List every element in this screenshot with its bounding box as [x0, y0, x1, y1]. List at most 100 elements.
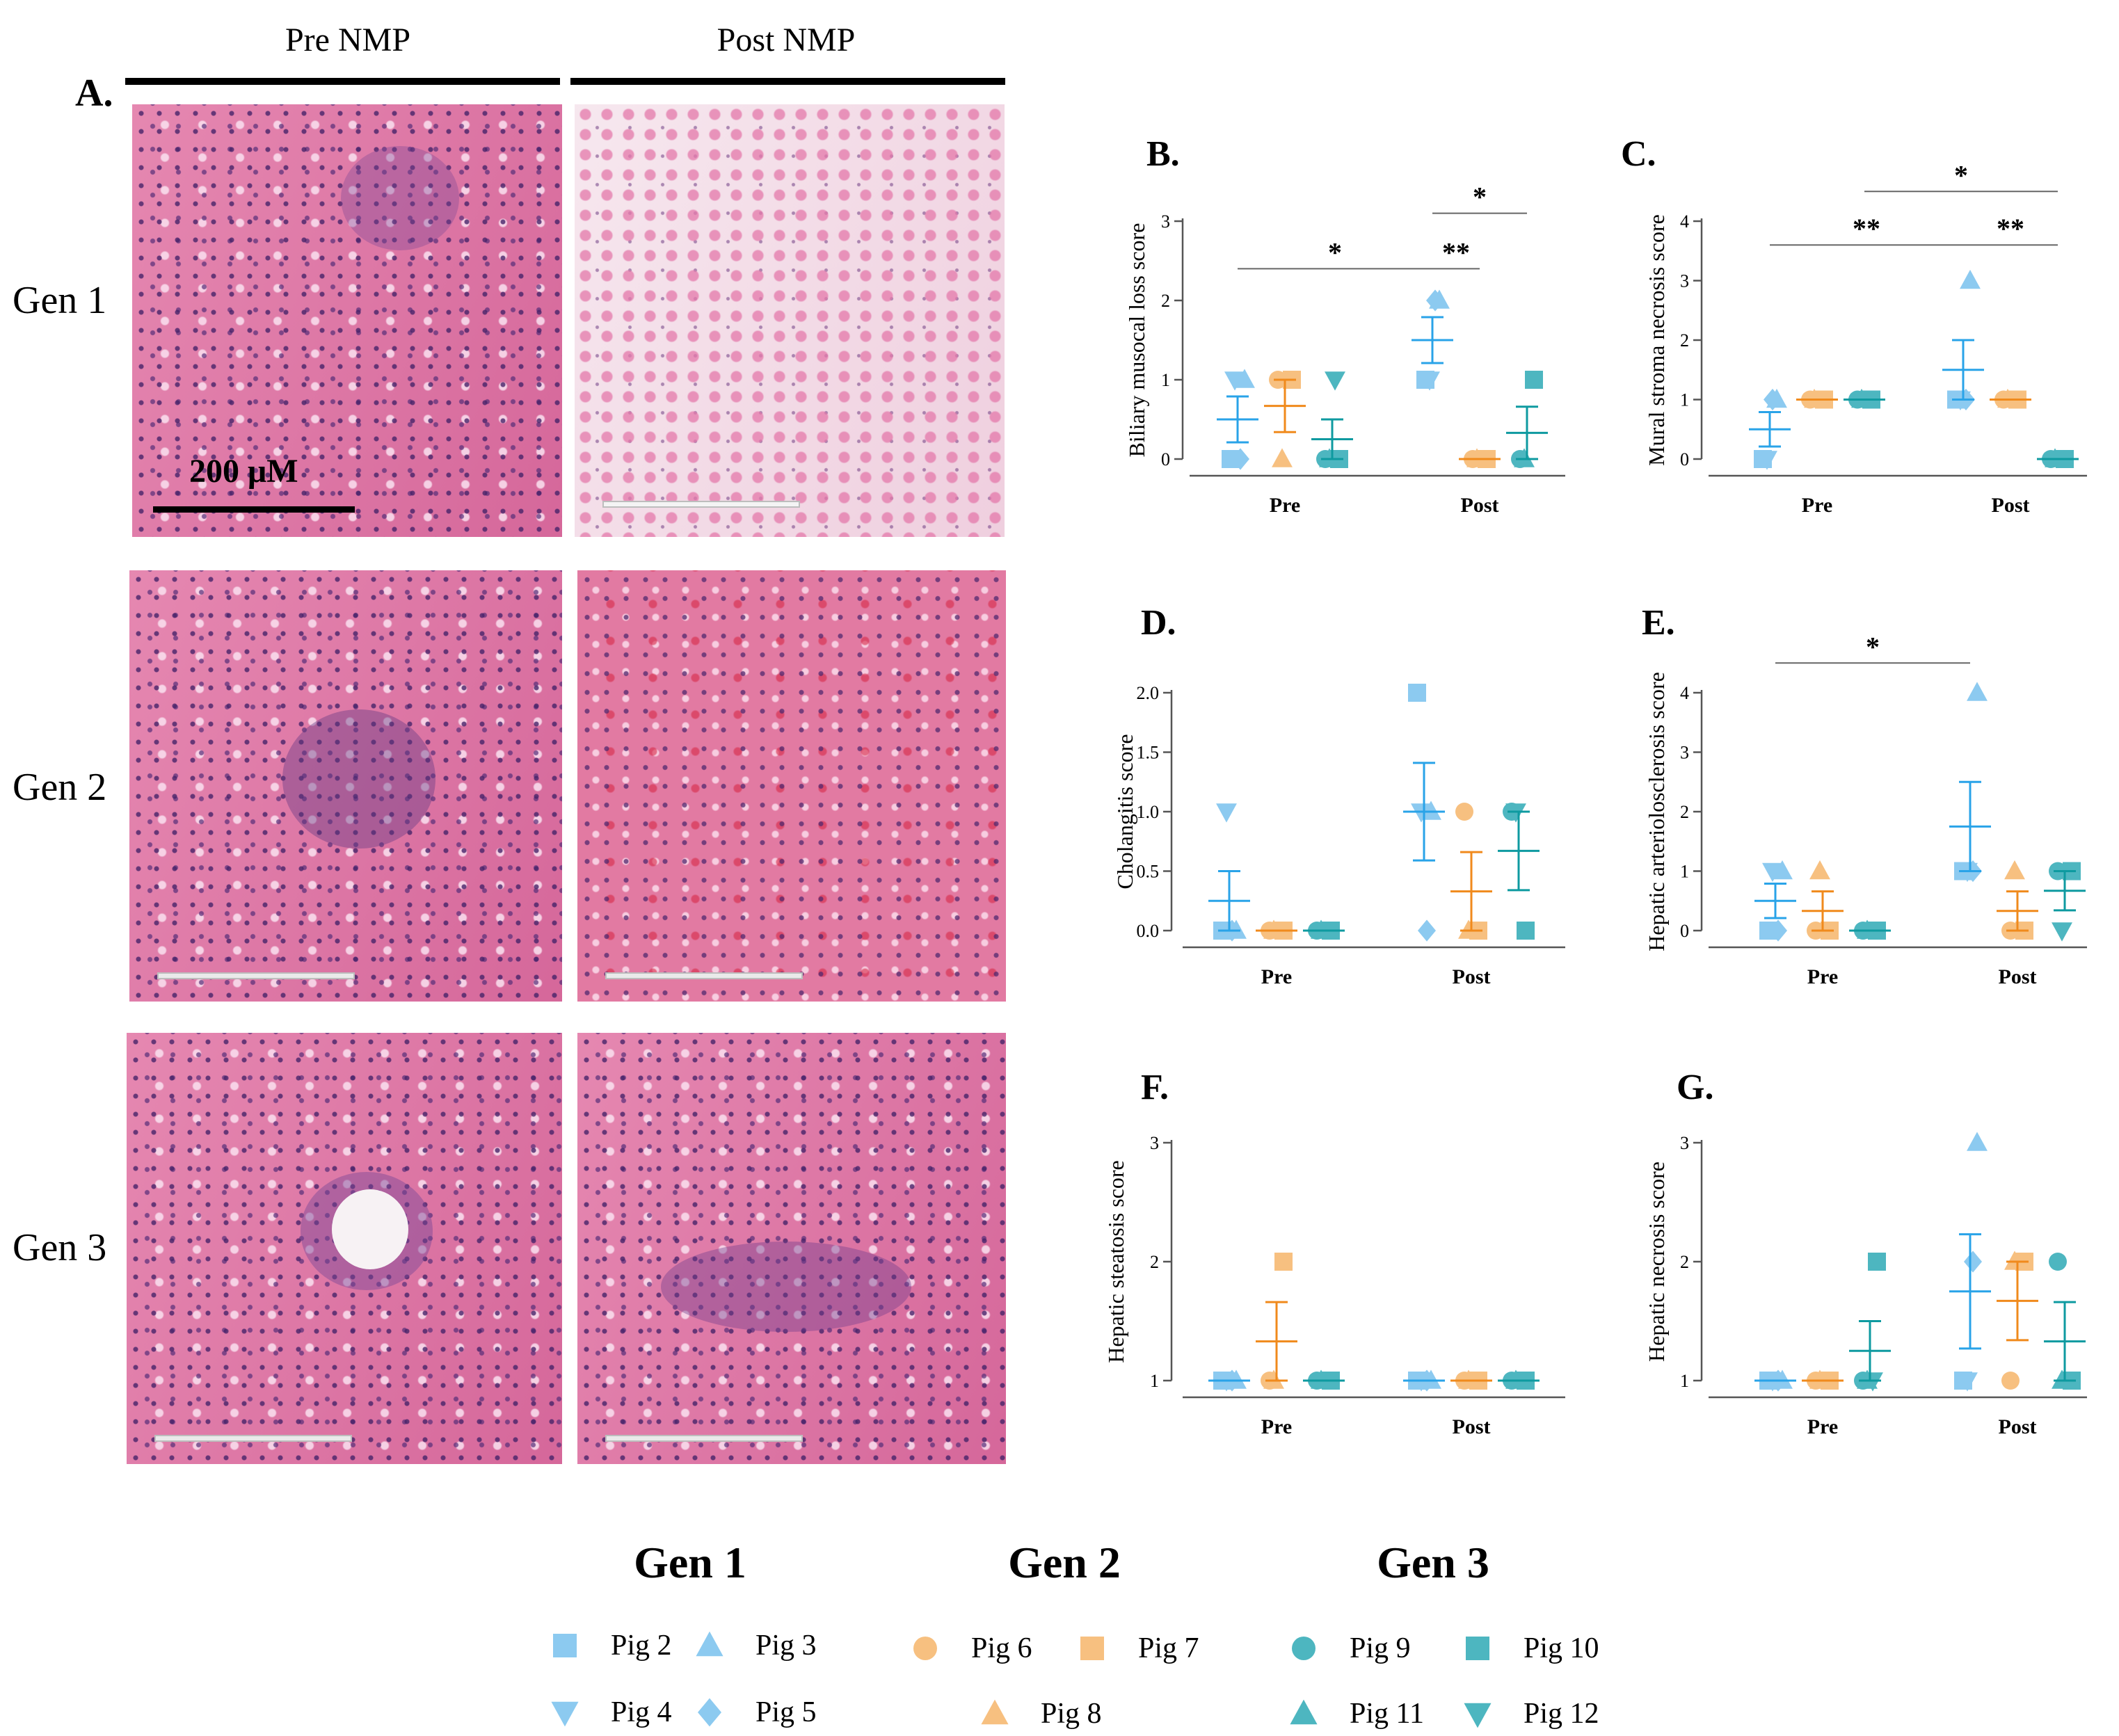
data-point	[1804, 388, 1825, 408]
legend-title-gen-2: Gen 2	[1008, 1538, 1121, 1587]
panel-label: E.	[1642, 603, 1675, 643]
embedded-scale-bar	[605, 1435, 803, 1442]
legend-marker-triangle-up	[981, 1699, 1009, 1725]
x-tick-label: Pre	[1802, 494, 1832, 517]
data-point	[2001, 1372, 2020, 1390]
significance-stars: **	[1442, 236, 1470, 268]
column-rule-pre	[125, 78, 560, 85]
legend-marker-square	[1080, 1637, 1104, 1660]
column-rule-post	[570, 78, 1005, 85]
data-point	[1421, 801, 1441, 820]
data-point	[2049, 1253, 2067, 1271]
scale-bar	[153, 506, 355, 513]
y-tick-label: 1	[1150, 1371, 1159, 1391]
y-tick-label: 2	[1150, 1252, 1159, 1272]
column-header-post-nmp: Post NMP	[717, 22, 856, 58]
legend-shape	[553, 1634, 577, 1657]
legend-marker-circle	[913, 1637, 937, 1660]
x-tick-label: Pre	[1261, 1415, 1292, 1438]
data-point	[1419, 371, 1440, 391]
x-tick-label: Post	[1999, 965, 2037, 988]
y-tick-label: 1.0	[1137, 802, 1160, 822]
legend-marker-square	[1466, 1637, 1489, 1660]
data-point	[1311, 1369, 1332, 1389]
embedded-scale-bar	[605, 972, 803, 979]
y-tick-label: 3	[1680, 743, 1689, 763]
data-point	[1319, 448, 1340, 467]
data-point	[1272, 448, 1293, 467]
legend-marker-triangle-up	[1290, 1699, 1318, 1725]
data-point	[1967, 1132, 1988, 1151]
data-point	[1411, 803, 1432, 823]
panel-a-label: A.	[75, 72, 113, 115]
data-point	[1216, 803, 1237, 823]
legend-label: Pig 2	[611, 1630, 672, 1662]
panel-label: G.	[1677, 1068, 1713, 1107]
chart-panel-e: E. 0 1 2 3 4 Pre Post Hepatic arteriolosclerosis…	[1642, 603, 2087, 988]
significance-stars: **	[1997, 213, 2024, 244]
data-point	[1964, 1251, 1982, 1273]
legend-label: Pig 11	[1350, 1698, 1424, 1730]
legend-marker-circle	[1292, 1637, 1316, 1660]
x-tick-label: Pre	[1807, 965, 1838, 988]
x-tick-label: Pre	[1270, 494, 1300, 517]
y-tick-label: 0	[1680, 449, 1689, 469]
legend-label: Pig 5	[755, 1696, 817, 1728]
data-point	[1868, 1253, 1886, 1271]
histology-gen3-post	[577, 1033, 1006, 1464]
data-point	[1762, 862, 1783, 883]
y-tick-label: 2.0	[1137, 683, 1160, 703]
y-tick-label: 1	[1680, 390, 1689, 410]
y-tick-label: 3	[1680, 271, 1689, 291]
legend-label: Pig 12	[1524, 1698, 1599, 1730]
x-tick-label: Post	[1992, 494, 2030, 517]
x-tick-label: Pre	[1261, 965, 1292, 988]
legend-marker-square	[553, 1634, 577, 1657]
legend-shape	[698, 1698, 721, 1727]
data-point	[1957, 1372, 1978, 1392]
data-point	[1458, 1369, 1479, 1389]
data-point	[1769, 919, 1787, 942]
data-point	[1967, 682, 1988, 701]
y-tick-label: 3	[1680, 1133, 1689, 1153]
legend-marker-diamond	[698, 1698, 721, 1727]
embedded-scale-bar	[602, 501, 800, 508]
y-tick-label: 1	[1680, 1371, 1689, 1391]
y-axis-label: Hepatic steatosis score	[1103, 1160, 1128, 1363]
y-tick-label: 0.0	[1137, 921, 1160, 941]
legend-shape	[981, 1699, 1009, 1725]
legend-label: Pig 7	[1138, 1632, 1199, 1664]
legend-label: Pig 9	[1350, 1632, 1411, 1664]
row-header-gen-3: Gen 3	[13, 1226, 107, 1269]
data-point	[1224, 371, 1245, 391]
data-point	[1757, 451, 1777, 470]
y-axis-label: Cholangitis score	[1112, 734, 1137, 889]
data-point	[1234, 369, 1255, 388]
histology-gen2-post	[577, 570, 1006, 1002]
data-point	[1514, 448, 1535, 467]
data-point	[1862, 1372, 1883, 1392]
data-point	[1809, 860, 1830, 880]
data-point	[1263, 919, 1284, 939]
row-header-gen-2: Gen 2	[13, 766, 107, 809]
histology-gen2-pre	[129, 570, 562, 1002]
chart-panel-b: B. 0 1 2 3 Pre Post Biliary musocal loss score *…	[1124, 134, 1565, 517]
y-tick-label: 0.5	[1137, 862, 1160, 882]
data-point	[1505, 1369, 1526, 1389]
column-header-pre-nmp: Pre NMP	[285, 22, 411, 58]
data-point	[1274, 1253, 1293, 1271]
data-point	[1408, 684, 1426, 702]
legend-shape	[1080, 1637, 1104, 1660]
data-point	[1263, 1369, 1284, 1389]
data-point	[2004, 1251, 2025, 1270]
data-point	[1772, 860, 1793, 880]
panel-label: F.	[1141, 1068, 1169, 1107]
data-point	[1325, 371, 1345, 391]
y-tick-label: 2	[1680, 802, 1689, 822]
portal-tract	[341, 146, 459, 250]
data-point	[1466, 448, 1487, 467]
significance-stars: *	[1473, 182, 1487, 213]
data-point	[1426, 289, 1444, 312]
legend-shape	[1292, 1637, 1316, 1660]
